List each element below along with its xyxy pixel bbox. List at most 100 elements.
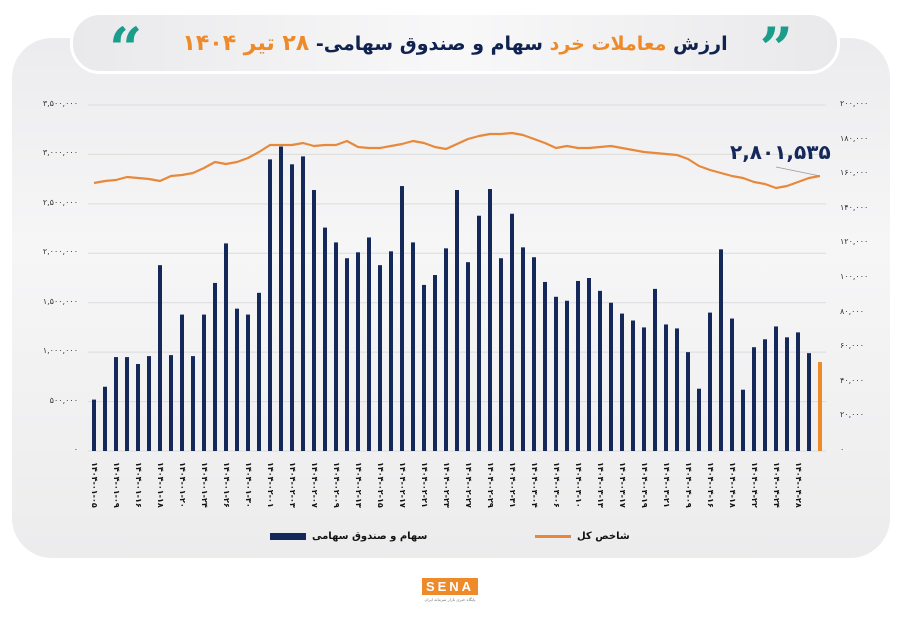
bar (807, 353, 811, 451)
x-axis-tick: ۱۴۰۴-۰۴-۲۲ (750, 462, 759, 508)
bar (202, 314, 206, 451)
bar (345, 258, 349, 451)
x-axis-tick: ۱۴۰۴-۰۲-۱۷ (398, 462, 407, 508)
x-axis-tick: ۱۴۰۴-۰۲-۱۳ (354, 462, 363, 508)
right-axis-tick: ۱۸۰,۰۰۰ (840, 133, 869, 143)
right-axis-tick: ۶۰,۰۰۰ (840, 341, 865, 351)
bar (466, 262, 470, 451)
bar (334, 242, 338, 451)
left-axis-tick: ۳,۰۰۰,۰۰۰ (42, 148, 78, 158)
x-axis-tick: ۱۴۰۴-۰۴-۱۶ (706, 462, 715, 508)
x-axis-tick: ۱۴۰۴-۰۲-۰۳ (288, 462, 297, 508)
title-part1: ارزش (672, 32, 728, 55)
bar (367, 237, 371, 451)
bar (312, 190, 316, 451)
bar (587, 278, 591, 451)
right-axis-tick: ۱۴۰,۰۰۰ (840, 202, 869, 212)
left-axis-tick: ۰ (73, 445, 78, 454)
bar (323, 227, 327, 451)
bar (741, 389, 745, 451)
x-axis-tick: ۱۴۰۴-۰۳-۱۰ (574, 462, 583, 508)
bar (620, 313, 624, 451)
bar (686, 352, 690, 451)
x-axis-tick: ۱۴۰۴-۰۲-۱۵ (376, 462, 385, 508)
quote-open-icon: “ (109, 15, 143, 83)
x-axis-tick: ۱۴۰۴-۰۱-۳۰ (244, 462, 253, 508)
legend-line-label: شاخص کل (577, 531, 630, 542)
x-axis-tick: ۱۴۰۴-۰۲-۰۷ (310, 462, 319, 508)
logo-subtitle: پایگاه خبری بازار سرمایه ایران (424, 597, 476, 602)
bar (708, 312, 712, 451)
bar (422, 284, 426, 451)
bar (290, 164, 294, 452)
x-axis-tick: ۱۴۰۴-۰۱-۱۶ (134, 462, 143, 508)
bar (433, 275, 437, 451)
bar (92, 399, 96, 451)
right-axis-tick: ۰ (840, 445, 845, 454)
bar (301, 156, 305, 452)
bar (719, 249, 723, 451)
bar (169, 355, 173, 451)
bar (730, 318, 734, 451)
title-date: ۲۸ تیر ۱۴۰۴ (182, 30, 310, 56)
bar (257, 292, 261, 451)
x-axis-tick: ۱۴۰۴-۰۱-۱۸ (156, 462, 165, 508)
last-index-annotation: ۲,۸۰۱,۵۳۵ (730, 140, 831, 164)
index-line (93, 131, 821, 190)
bar (389, 251, 393, 451)
left-axis-tick: ۵۰۰,۰۰۰ (49, 395, 78, 405)
legend-bars-label: سهام و صندوق سهامی (312, 531, 428, 542)
bar (235, 308, 239, 451)
legend-line: شاخص کل (535, 531, 630, 542)
x-axis-tick: ۱۴۰۴-۰۱-۲۶ (222, 462, 231, 508)
bar (697, 388, 701, 451)
right-axis-tick: ۲۰,۰۰۰ (840, 410, 865, 420)
right-axis-tick: ۲۰۰,۰۰۰ (840, 99, 869, 108)
bar-swatch-icon (270, 533, 306, 540)
bar (796, 332, 800, 451)
sena-logo: SENA پایگاه خبری بازار سرمایه ایران (410, 570, 490, 618)
bar (752, 347, 756, 451)
bar (675, 328, 679, 451)
left-axis-tick: ۳,۵۰۰,۰۰۰ (42, 99, 78, 108)
x-axis-tick: ۱۴۰۴-۰۳-۲۱ (662, 462, 671, 508)
left-axis-tick: ۱,۵۰۰,۰۰۰ (42, 296, 78, 306)
bar (191, 356, 195, 451)
left-axis-tick: ۱,۰۰۰,۰۰۰ (42, 346, 78, 356)
bar (356, 252, 360, 451)
x-axis-tick: ۱۴۰۴-۰۳-۱۹ (640, 462, 649, 508)
bar (378, 265, 382, 451)
bar (576, 280, 580, 451)
bar (554, 296, 558, 451)
x-axis-tick: ۱۴۰۴-۰۲-۳۱ (508, 462, 517, 508)
x-axis-tick: ۱۴۰۴-۰۱-۲۴ (200, 462, 209, 508)
bar (213, 282, 217, 451)
logo-text: SENA (421, 578, 479, 595)
bar (444, 248, 448, 451)
bar (664, 324, 668, 451)
x-axis-tick: ۱۴۰۴-۰۱-۰۹ (112, 462, 121, 508)
bar (224, 243, 228, 451)
x-axis-tick: ۱۴۰۴-۰۲-۲۷ (464, 462, 473, 508)
x-axis-tick: ۱۴۰۴-۰۲-۲۱ (420, 462, 429, 508)
x-axis-tick: ۱۴۰۴-۰۴-۰۹ (684, 462, 693, 508)
bar (488, 189, 492, 451)
annotation-leader (775, 166, 821, 177)
title-banner: ” “ ارزش معاملات خرد سهام و صندوق سهامی-… (70, 12, 840, 79)
bar (279, 146, 283, 451)
bar (499, 258, 503, 451)
bar (653, 288, 657, 451)
bar (521, 247, 525, 451)
title-highlight: معاملات خرد (549, 32, 667, 55)
bar (598, 290, 602, 451)
bar (818, 362, 822, 451)
bar (246, 314, 250, 451)
title-part2: سهام و صندوق سهامی- (315, 32, 543, 55)
bar (763, 339, 767, 451)
bar (136, 364, 140, 451)
right-axis-tick: ۱۶۰,۰۰۰ (840, 168, 869, 178)
x-axis-tick: ۱۴۰۴-۰۱-۲۰ (178, 462, 187, 508)
bar (114, 357, 118, 451)
x-axis-tick: ۱۴۰۴-۰۳-۱۷ (618, 462, 627, 508)
